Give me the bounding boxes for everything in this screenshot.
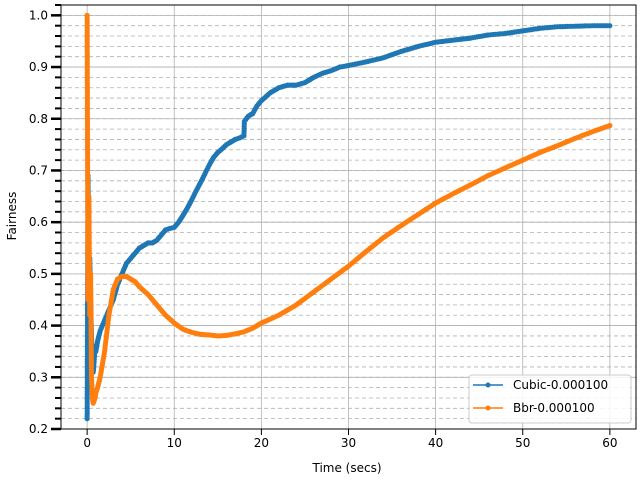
y-tick-label: 0.9 [29,60,48,74]
legend-box [468,374,632,424]
legend: Cubic-0.000100 Bbr-0.000100 [468,374,632,424]
x-axis-label: Time (secs) [311,461,381,475]
y-tick-label: 0.6 [29,215,48,229]
series-1 [84,12,613,406]
x-tick-label: 50 [515,436,530,450]
series-layer [84,12,613,422]
y-tick-label: 0.7 [29,163,48,177]
axis-ticks [51,4,611,435]
x-tick-label: 20 [254,436,269,450]
x-tick-label: 40 [428,436,443,450]
y-tick-label: 0.3 [29,370,48,384]
legend-marker-bbr [485,405,491,411]
x-tick-label: 0 [83,436,91,450]
y-tick-label: 1.0 [29,8,48,22]
y-tick-label: 0.5 [29,267,48,281]
y-tick-label: 0.2 [29,422,48,436]
legend-marker-cubic [485,382,491,388]
y-tick-label: 0.8 [29,112,48,126]
tick-labels: 0.2 0.3 0.4 0.5 0.6 0.7 0.8 0.9 1.0 0 10 20 30 40 50 60 [29,8,618,450]
legend-label-cubic: Cubic-0.000100 [513,378,608,392]
data-point [607,23,613,29]
data-point [607,122,613,129]
x-tick-label: 30 [341,436,356,450]
x-tick-label: 10 [167,436,182,450]
legend-label-bbr: Bbr-0.000100 [513,401,595,415]
y-axis-label: Fairness [5,192,19,241]
x-tick-label: 60 [602,436,617,450]
y-tick-label: 0.4 [29,319,48,333]
